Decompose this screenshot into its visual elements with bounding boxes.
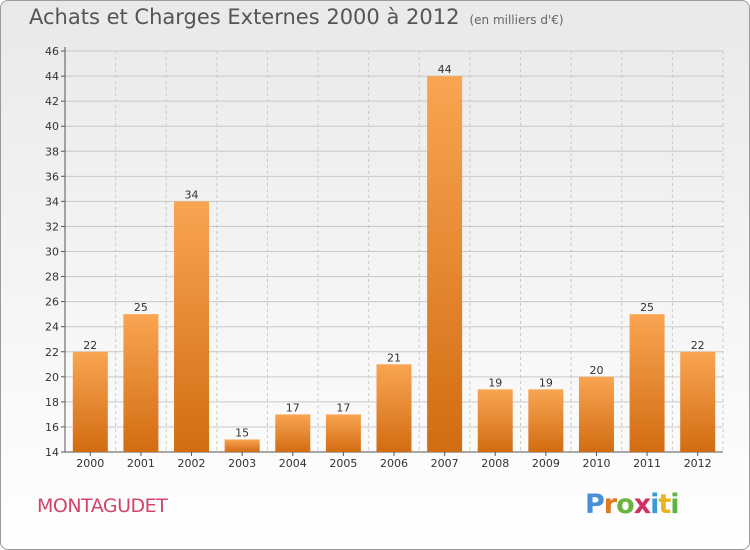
value-label-2012: 22 [691, 339, 705, 352]
y-tick-label: 40 [45, 120, 59, 133]
value-label-2004: 17 [286, 401, 300, 414]
x-tick-label-2008: 2008 [481, 457, 509, 470]
value-label-2009: 19 [539, 376, 553, 389]
x-tick-label-2000: 2000 [76, 457, 104, 470]
bar-2006 [376, 364, 412, 452]
x-tick-label-2010: 2010 [582, 457, 610, 470]
value-label-2006: 21 [387, 351, 401, 364]
bar-2010 [578, 376, 614, 452]
chart-subtitle: (en milliers d'€) [469, 13, 564, 27]
value-label-2003: 15 [235, 426, 249, 439]
bar-2007 [427, 76, 463, 452]
y-tick-label: 18 [45, 396, 59, 409]
y-tick-label: 34 [45, 195, 59, 208]
x-tick-label-2012: 2012 [684, 457, 712, 470]
y-tick-label: 38 [45, 145, 59, 158]
y-tick-label: 20 [45, 371, 59, 384]
x-tick-label-2005: 2005 [329, 457, 357, 470]
bar-2008 [477, 389, 513, 452]
y-tick-label: 24 [45, 321, 59, 334]
bar-2012 [680, 351, 716, 452]
value-label-2007: 44 [438, 63, 452, 76]
chart-title: Achats et Charges Externes 2000 à 2012 (e… [29, 5, 564, 29]
value-label-2000: 22 [83, 339, 97, 352]
y-tick-label: 16 [45, 421, 59, 434]
y-tick-labels: 14 16 18 20 22 24 26 28 30 32 34 36 38 40 42 44 46 [45, 45, 59, 459]
bar-2004 [275, 414, 311, 452]
y-tick-label: 44 [45, 70, 59, 83]
bar-2011 [629, 314, 665, 452]
bar-2000 [72, 351, 108, 452]
y-tick-label: 46 [45, 45, 59, 58]
x-tick-label-2001: 2001 [127, 457, 155, 470]
y-tick-label: 14 [45, 446, 59, 459]
x-tick-label-2002: 2002 [178, 457, 206, 470]
value-labels: 22 25 34 15 17 17 21 44 19 19 20 25 22 [83, 63, 704, 439]
bar-2001 [123, 314, 159, 452]
bar-2009 [528, 389, 564, 452]
bar-2002 [174, 201, 210, 452]
x-tick-label-2006: 2006 [380, 457, 408, 470]
y-tick-label: 36 [45, 170, 59, 183]
y-tick-label: 22 [45, 346, 59, 359]
x-tick-label-2004: 2004 [279, 457, 307, 470]
value-label-2008: 19 [488, 376, 502, 389]
commune-name: MONTAGUDET [37, 495, 168, 517]
x-tick-label-2003: 2003 [228, 457, 256, 470]
y-tick-label: 26 [45, 296, 59, 309]
x-tick-label-2009: 2009 [532, 457, 560, 470]
y-tick-label: 28 [45, 271, 59, 284]
x-tick-label-2007: 2007 [431, 457, 459, 470]
bars [72, 76, 716, 452]
chart-title-text: Achats et Charges Externes 2000 à 2012 [29, 5, 460, 29]
value-label-2011: 25 [640, 301, 654, 314]
x-tick-labels: 2000 2001 2002 2003 2004 2005 2006 2007 2008 2009… [76, 457, 711, 470]
proxiti-logo: Proxiti [585, 489, 680, 520]
value-label-2001: 25 [134, 301, 148, 314]
value-label-2005: 17 [336, 401, 350, 414]
value-label-2010: 20 [589, 364, 603, 377]
y-tick-label: 42 [45, 95, 59, 108]
value-label-2002: 34 [185, 188, 199, 201]
bar-2003 [224, 439, 260, 452]
y-tick-label: 30 [45, 246, 59, 259]
y-tick-label: 32 [45, 220, 59, 233]
x-tick-label-2011: 2011 [633, 457, 661, 470]
bar-2005 [325, 414, 361, 452]
